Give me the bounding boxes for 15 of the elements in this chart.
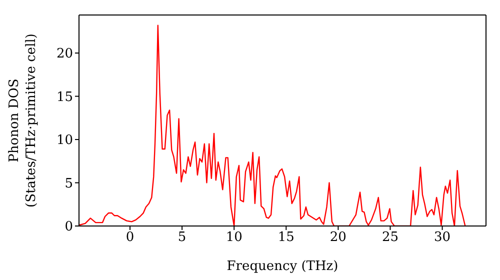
y-tick-label: 10 [56,133,73,148]
x-tick-label: 15 [278,230,294,246]
y-tick-label: 5 [64,176,73,192]
y-tick-label: 15 [56,90,73,105]
x-tick-label: 0 [126,230,134,246]
x-tick-label: 30 [434,230,451,246]
y-tick-label: 20 [56,46,73,62]
x-tick-label: 10 [226,230,242,246]
x-tick-label: 20 [330,230,346,246]
x-tick-label: 5 [178,230,186,246]
line-series [79,24,466,226]
x-axis-title: Frequency (THz) [226,259,338,274]
y-axis-title: Phonon DOS (States/THz·primitive cell) [7,33,39,208]
x-tick-label: 25 [382,230,399,246]
y-tick-label: 0 [64,220,73,235]
